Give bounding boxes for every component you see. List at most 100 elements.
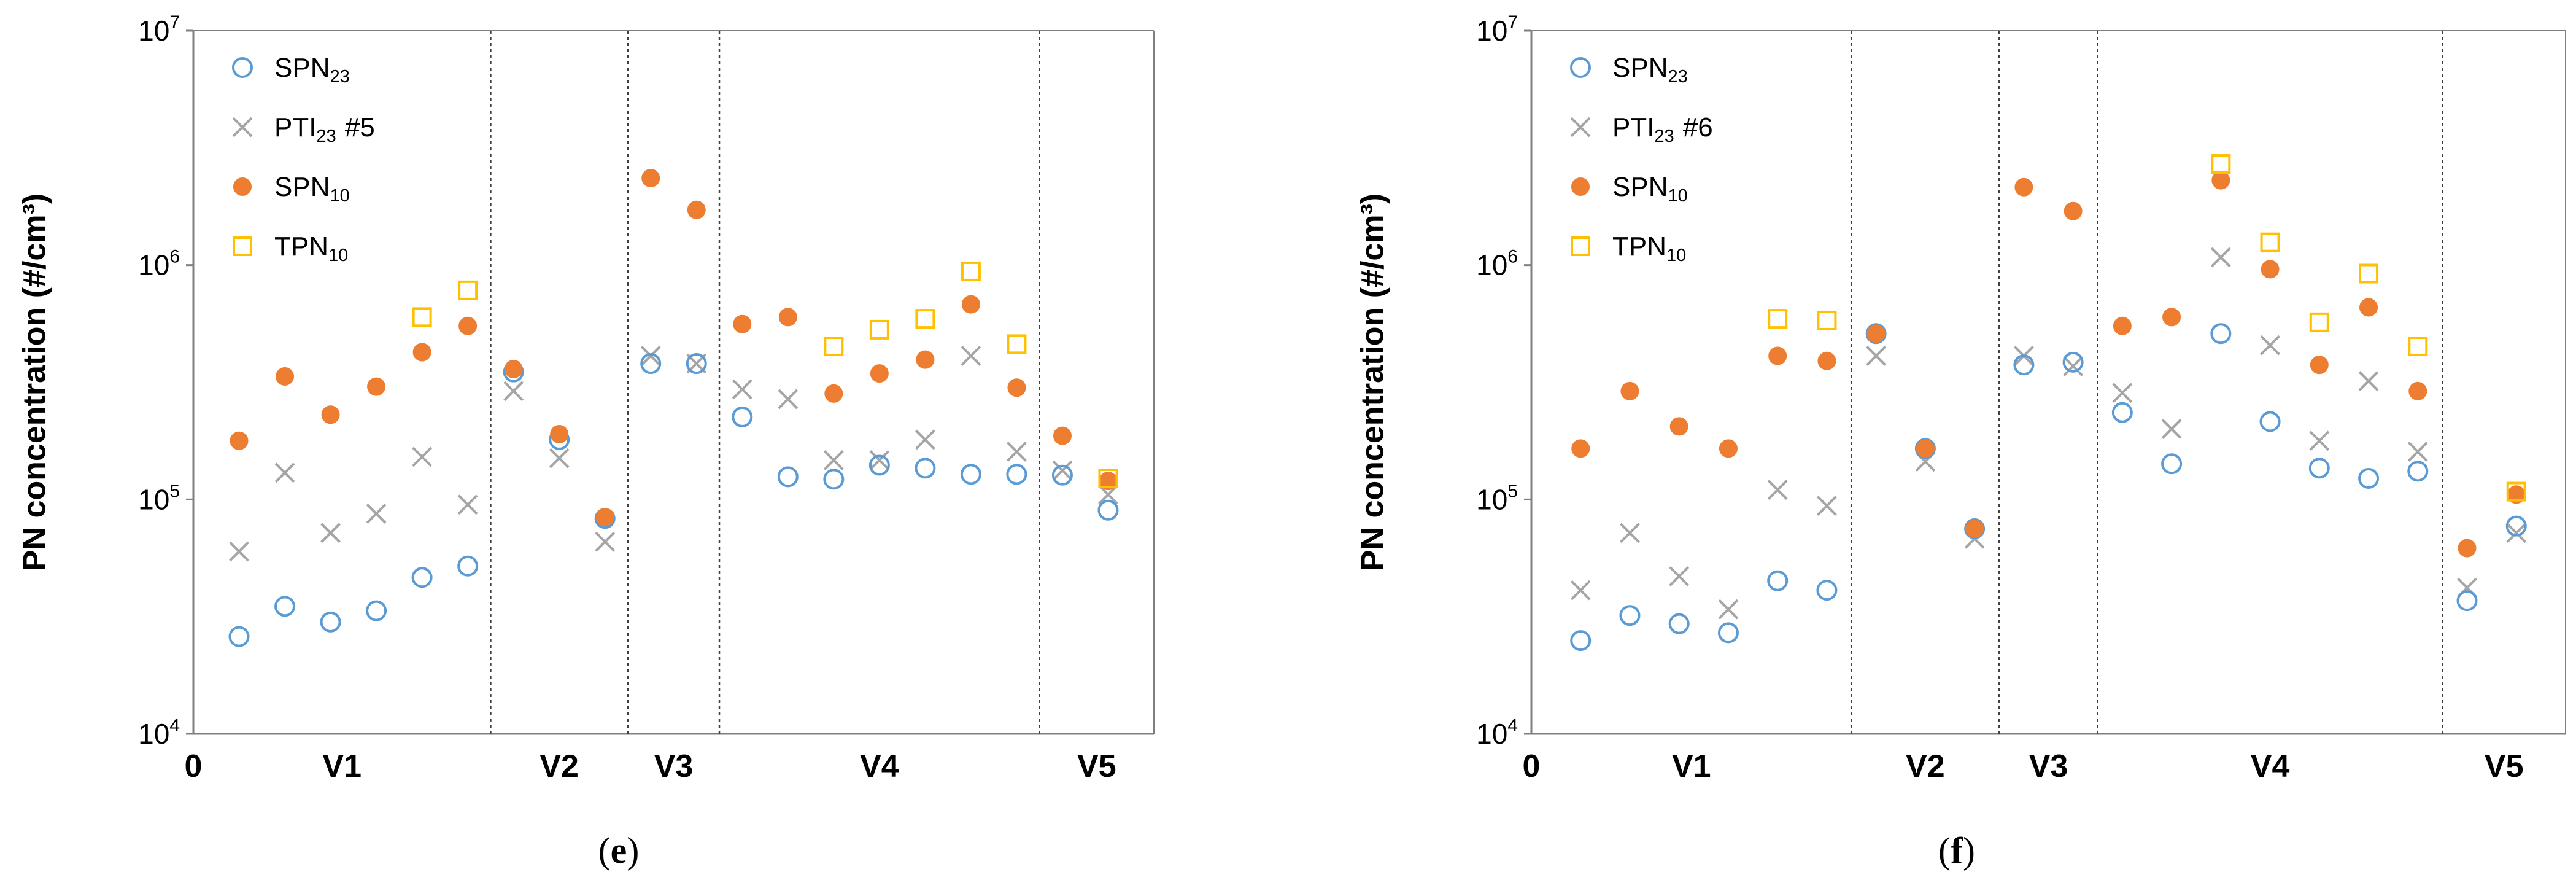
marker-shape xyxy=(824,337,844,357)
y-tick-label: 105 xyxy=(138,481,180,515)
data-point xyxy=(1767,570,1789,591)
marker-shape xyxy=(412,307,432,327)
marker-shape xyxy=(778,308,797,327)
data-point xyxy=(1817,351,1836,370)
marker-shape xyxy=(2113,316,2132,335)
marker-shape xyxy=(2309,312,2329,332)
data-point xyxy=(1767,480,1788,500)
data-point xyxy=(687,200,706,219)
phase-label: V3 xyxy=(2029,749,2068,784)
marker-stroke xyxy=(1098,484,1118,505)
panel-caption-e: (e) xyxy=(598,830,640,871)
data-point xyxy=(823,450,844,470)
data-point xyxy=(367,377,386,396)
y-axis-title: PN concentration (#/cm³) xyxy=(17,193,53,571)
marker-stroke xyxy=(503,381,524,402)
data-point xyxy=(2260,335,2280,356)
y-tick-base: 10 xyxy=(1476,718,1507,750)
marker-shape xyxy=(595,508,614,527)
marker-shape xyxy=(2506,481,2526,502)
marker-stroke xyxy=(1620,523,1640,543)
marker-shape xyxy=(1817,310,1837,330)
data-point xyxy=(1007,378,1026,397)
marker-stroke xyxy=(2112,383,2133,403)
phase-label: V1 xyxy=(322,749,362,784)
data-point xyxy=(1053,426,1072,445)
data-point xyxy=(2112,383,2133,403)
marker-shape xyxy=(1717,622,1739,644)
data-point xyxy=(2062,351,2084,373)
marker-shape xyxy=(869,319,889,340)
data-point xyxy=(2260,232,2280,252)
marker-shape xyxy=(915,309,935,329)
legend-label-subscript: 23 xyxy=(1668,67,1687,87)
data-point xyxy=(2359,298,2378,317)
marker-shape xyxy=(2359,263,2379,284)
data-point xyxy=(2407,461,2429,482)
marker-shape xyxy=(2014,177,2033,197)
data-point xyxy=(2408,337,2428,357)
y-tick-exponent: 4 xyxy=(169,715,180,736)
marker-shape xyxy=(1768,346,1787,365)
y-axis-title: PN concentration (#/cm³) xyxy=(1355,193,1391,571)
data-point xyxy=(869,319,889,340)
data-point xyxy=(550,424,569,443)
data-point xyxy=(2111,402,2133,423)
data-point xyxy=(1916,439,1935,458)
marker-shape xyxy=(2358,468,2380,489)
marker-shape xyxy=(276,367,295,386)
data-point xyxy=(869,450,890,470)
data-point xyxy=(2359,263,2379,284)
marker-stroke xyxy=(2358,371,2379,391)
phase-label: V1 xyxy=(1672,749,1711,784)
marker-stroke xyxy=(961,346,981,366)
data-point xyxy=(915,429,935,450)
data-point xyxy=(961,261,981,281)
y-tick-exponent: 7 xyxy=(1507,12,1518,33)
data-point xyxy=(824,337,844,357)
caption-paren-close: ) xyxy=(1963,830,1975,871)
data-point xyxy=(320,611,341,633)
marker-stroke xyxy=(595,531,616,552)
marker-shape xyxy=(1571,439,1590,458)
data-point xyxy=(777,466,799,488)
marker-stroke xyxy=(1817,496,1837,516)
data-point xyxy=(274,596,296,617)
data-point xyxy=(1768,309,1788,329)
data-point xyxy=(1717,622,1739,644)
marker-shape xyxy=(1051,464,1073,486)
caption-letter: e xyxy=(611,830,627,871)
marker-shape xyxy=(233,236,252,256)
legend-label: PTI23 #6 xyxy=(1612,112,1713,146)
marker-shape xyxy=(2161,453,2183,475)
data-point xyxy=(824,384,843,403)
data-point xyxy=(1668,613,1690,634)
data-point xyxy=(412,307,432,327)
marker-shape xyxy=(1669,417,1688,436)
data-point xyxy=(1817,496,1837,516)
series-pti23 xyxy=(1570,247,2527,620)
marker-shape xyxy=(2505,515,2527,537)
marker-shape xyxy=(2062,351,2084,373)
marker-shape xyxy=(550,424,569,443)
marker-shape xyxy=(1668,613,1690,634)
data-point xyxy=(549,448,570,469)
marker-stroke xyxy=(640,346,661,366)
marker-stroke xyxy=(1669,566,1690,586)
y-tick-base: 10 xyxy=(138,483,169,515)
marker-stroke xyxy=(366,504,387,524)
marker-stroke xyxy=(2210,247,2231,268)
data-point xyxy=(1052,460,1073,481)
data-point xyxy=(2309,430,2330,451)
y-tick-base: 10 xyxy=(1476,483,1507,515)
data-point xyxy=(411,567,433,588)
marker-stroke xyxy=(778,389,799,410)
marker-shape xyxy=(824,384,843,403)
marker-shape xyxy=(1098,469,1118,489)
data-point xyxy=(412,343,431,362)
marker-stroke xyxy=(549,448,570,469)
marker-shape xyxy=(2013,354,2035,376)
